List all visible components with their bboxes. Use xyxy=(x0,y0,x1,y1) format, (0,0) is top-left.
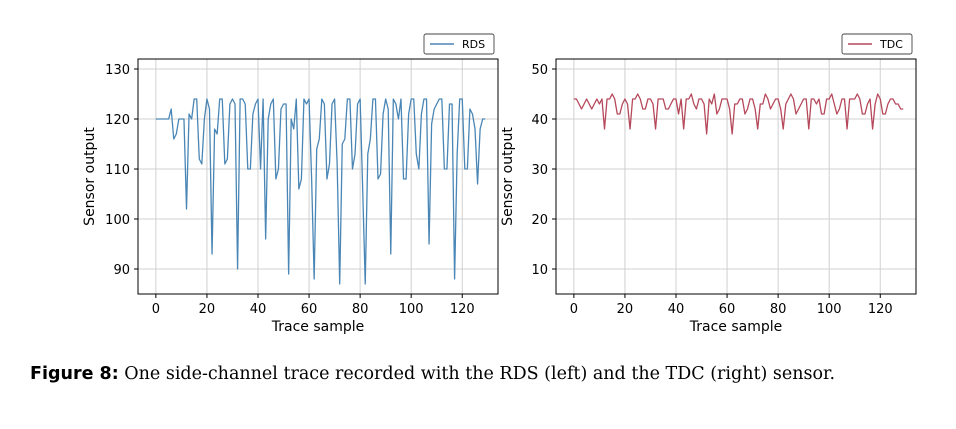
tdc-plot-frame xyxy=(555,58,917,295)
rds-x-tick-label: 120 xyxy=(450,302,475,317)
tdc-x-tick-label: 100 xyxy=(817,302,842,317)
tdc-series-line xyxy=(573,93,904,135)
tdc-x-tick-label: 120 xyxy=(868,302,893,317)
tdc-y-tick-label: 40 xyxy=(531,113,548,128)
rds-x-tick-label: 20 xyxy=(199,302,216,317)
tdc-y-tick-label: 10 xyxy=(531,263,548,278)
rds-y-tick-label: 110 xyxy=(105,163,130,178)
caption-label: Figure 8: xyxy=(30,364,119,384)
rds-y-tick-label: 100 xyxy=(105,213,130,228)
tdc-y-axis-label: Sensor output xyxy=(500,127,516,226)
tdc-x-tick-label: 60 xyxy=(719,302,736,317)
tdc-x-tick-label: 0 xyxy=(570,302,578,317)
rds-y-tick-label: 130 xyxy=(105,63,130,78)
rds-x-axis-label: Trace sample xyxy=(271,319,365,335)
figure-caption: Figure 8: One side-channel trace recorde… xyxy=(30,364,956,384)
rds-legend: RDS xyxy=(423,33,495,55)
rds-legend-label: RDS xyxy=(462,38,485,51)
rds-y-tick-label: 120 xyxy=(105,113,130,128)
tdc-legend-box xyxy=(841,33,913,55)
rds-x-tick-label: 60 xyxy=(301,302,318,317)
rds-x-tick-label: 100 xyxy=(399,302,424,317)
tdc-legend: TDC xyxy=(841,33,913,55)
rds-x-tick-label: 0 xyxy=(152,302,160,317)
caption-text: One side-channel trace recorded with the… xyxy=(124,364,836,384)
tdc-legend-label: TDC xyxy=(879,38,903,51)
rds-y-tick-label: 90 xyxy=(113,263,130,278)
rds-y-axis-label: Sensor output xyxy=(82,127,98,226)
tdc-x-tick-label: 20 xyxy=(617,302,634,317)
rds-plot-frame xyxy=(137,58,499,295)
tdc-x-tick-label: 40 xyxy=(668,302,685,317)
tdc-y-tick-label: 20 xyxy=(531,213,548,228)
rds-legend-box xyxy=(423,33,495,55)
rds-series-line xyxy=(155,98,486,285)
rds-x-tick-label: 40 xyxy=(250,302,267,317)
rds-chart: 0 20 40 60 80 100 120 90 100 110 120 130 Trace samp… xyxy=(82,33,499,335)
tdc-x-axis-label: Trace sample xyxy=(689,319,783,335)
tdc-y-tick-label: 50 xyxy=(531,63,548,78)
rds-x-tick-label: 80 xyxy=(352,302,369,317)
tdc-y-tick-label: 30 xyxy=(531,163,548,178)
tdc-chart: 0 20 40 60 80 100 120 10 20 30 40 50 Trace sample S… xyxy=(500,33,917,335)
tdc-x-tick-label: 80 xyxy=(770,302,787,317)
